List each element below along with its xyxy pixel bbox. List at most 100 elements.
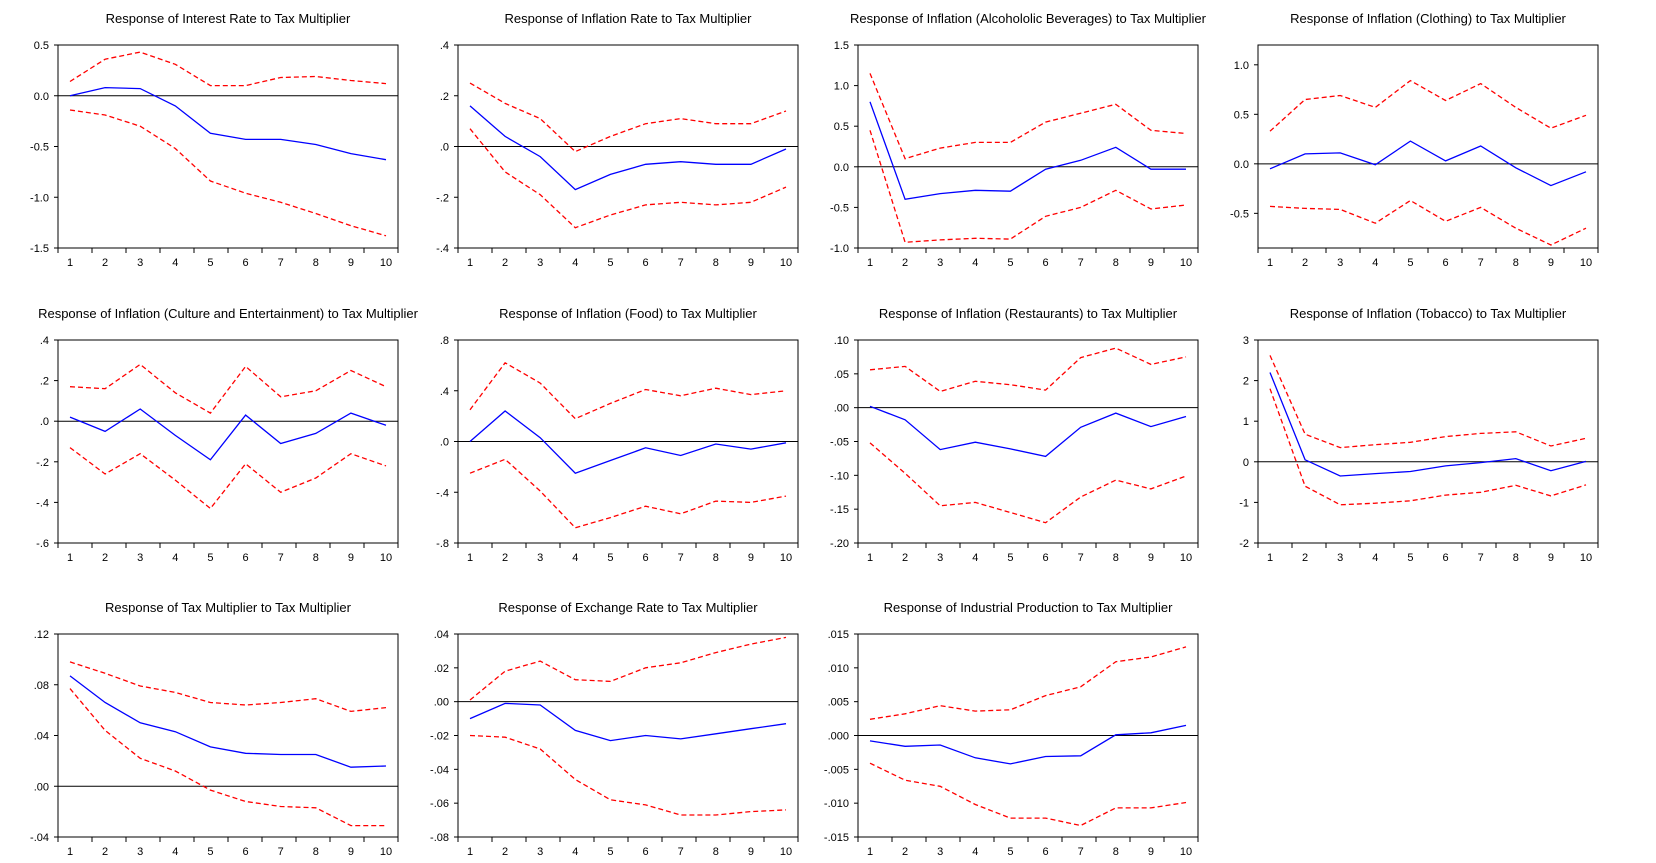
x-tick-label: 2: [102, 846, 108, 858]
x-tick-label: 3: [937, 846, 943, 858]
x-tick-label: 5: [607, 846, 613, 858]
y-tick-label: -.04: [430, 764, 449, 776]
x-tick-label: 9: [1548, 552, 1554, 564]
x-tick-label: 2: [1302, 257, 1308, 269]
response-line: [1269, 372, 1587, 477]
y-tick-label: .04: [434, 629, 449, 641]
y-tick-label: .0: [40, 416, 49, 428]
y-tick-label: .2: [440, 91, 449, 103]
x-tick-label: 7: [1078, 846, 1084, 858]
x-tick-label: 7: [1478, 257, 1484, 269]
x-tick-label: 4: [572, 552, 578, 564]
plot-frame: [857, 44, 1199, 249]
y-tick-label: .005: [828, 697, 849, 709]
x-tick-label: 4: [1372, 257, 1378, 269]
x-tick-label: 8: [1513, 552, 1519, 564]
y-tick-label: -1: [1239, 497, 1249, 509]
x-tick-label: 6: [242, 846, 248, 858]
response-line: [69, 675, 387, 768]
response-line: [469, 702, 787, 742]
y-tick-label: .10: [834, 335, 849, 347]
x-tick-label: 8: [1113, 552, 1119, 564]
x-tick-label: 3: [137, 257, 143, 269]
y-tick-label: 0.0: [34, 91, 49, 103]
confidence-band-upper: [469, 636, 787, 701]
y-tick-label: -.010: [824, 798, 849, 810]
y-tick-label: 1.0: [834, 81, 849, 93]
x-tick-label: 10: [1580, 257, 1592, 269]
x-tick-label: 2: [902, 552, 908, 564]
y-tick-label: .08: [34, 680, 49, 692]
y-tick-label: -0.5: [30, 142, 49, 154]
confidence-band-upper: [69, 661, 387, 713]
x-tick-label: 9: [1148, 846, 1154, 858]
y-tick-label: -0.5: [1230, 208, 1249, 220]
x-tick-label: 3: [1337, 552, 1343, 564]
x-tick-label: 2: [102, 257, 108, 269]
y-tick-label: -1.0: [30, 192, 49, 204]
x-tick-label: 3: [537, 846, 543, 858]
y-tick-label: .05: [834, 369, 849, 381]
x-tick-label: 2: [902, 257, 908, 269]
x-tick-label: 8: [713, 552, 719, 564]
y-tick-label: .00: [434, 697, 449, 709]
chart-panel-1: Response of Interest Rate to Tax Multipl…: [30, 11, 399, 269]
response-line: [869, 724, 1187, 765]
x-tick-label: 8: [713, 257, 719, 269]
y-tick-label: -.005: [824, 764, 849, 776]
x-tick-label: 4: [172, 257, 178, 269]
x-tick-label: 9: [748, 846, 754, 858]
confidence-band-lower: [1269, 199, 1587, 246]
confidence-band-lower: [69, 109, 387, 237]
x-tick-label: 9: [748, 257, 754, 269]
response-line: [469, 105, 787, 191]
y-tick-label: -.20: [830, 538, 849, 550]
x-tick-label: 1: [67, 552, 73, 564]
y-tick-label: -.02: [430, 731, 449, 743]
x-tick-label: 4: [972, 552, 978, 564]
y-tick-label: -.4: [36, 497, 49, 509]
x-tick-label: 9: [348, 846, 354, 858]
x-tick-label: 10: [1180, 552, 1192, 564]
x-tick-label: 6: [642, 552, 648, 564]
x-tick-label: 2: [502, 257, 508, 269]
x-tick-label: 6: [1442, 257, 1448, 269]
y-tick-label: -1.5: [30, 243, 49, 255]
x-tick-label: 5: [1007, 552, 1013, 564]
x-tick-label: 5: [1007, 257, 1013, 269]
response-line: [869, 101, 1186, 201]
x-tick-label: 3: [937, 257, 943, 269]
y-tick-label: 0.5: [834, 121, 849, 133]
x-tick-label: 8: [313, 552, 319, 564]
chart-panel-4: Response of Inflation (Clothing) to Tax …: [1230, 11, 1599, 269]
confidence-band-lower: [69, 688, 386, 827]
x-tick-label: 9: [348, 552, 354, 564]
x-tick-label: 6: [1042, 846, 1048, 858]
x-tick-label: 6: [242, 257, 248, 269]
y-tick-label: -.2: [436, 192, 449, 204]
y-tick-label: 0: [1243, 457, 1249, 469]
x-tick-label: 7: [1078, 257, 1084, 269]
confidence-band-lower: [869, 130, 1187, 243]
chart-title: Response of Inflation (Restaurants) to T…: [879, 306, 1178, 321]
y-tick-label: 2: [1243, 376, 1249, 388]
confidence-band-upper: [69, 363, 387, 414]
y-tick-label: -2: [1239, 538, 1249, 550]
y-tick-label: 1.5: [834, 40, 849, 52]
plot-frame: [57, 339, 399, 544]
y-tick-label: -.04: [30, 832, 49, 844]
x-tick-label: 2: [1302, 552, 1308, 564]
chart-title: Response of Inflation Rate to Tax Multip…: [505, 11, 753, 26]
chart-title: Response of Interest Rate to Tax Multipl…: [106, 11, 351, 26]
y-tick-label: 3: [1243, 335, 1249, 347]
confidence-band-lower: [469, 458, 787, 529]
confidence-band-upper: [869, 73, 1187, 160]
x-tick-label: 2: [902, 846, 908, 858]
x-tick-label: 6: [642, 257, 648, 269]
y-tick-label: .015: [828, 629, 849, 641]
x-tick-label: 7: [278, 552, 284, 564]
chart-panel-5: Response of Inflation (Culture and Enter…: [36, 306, 418, 564]
y-tick-label: 0.0: [834, 162, 849, 174]
x-tick-label: 3: [1337, 257, 1343, 269]
